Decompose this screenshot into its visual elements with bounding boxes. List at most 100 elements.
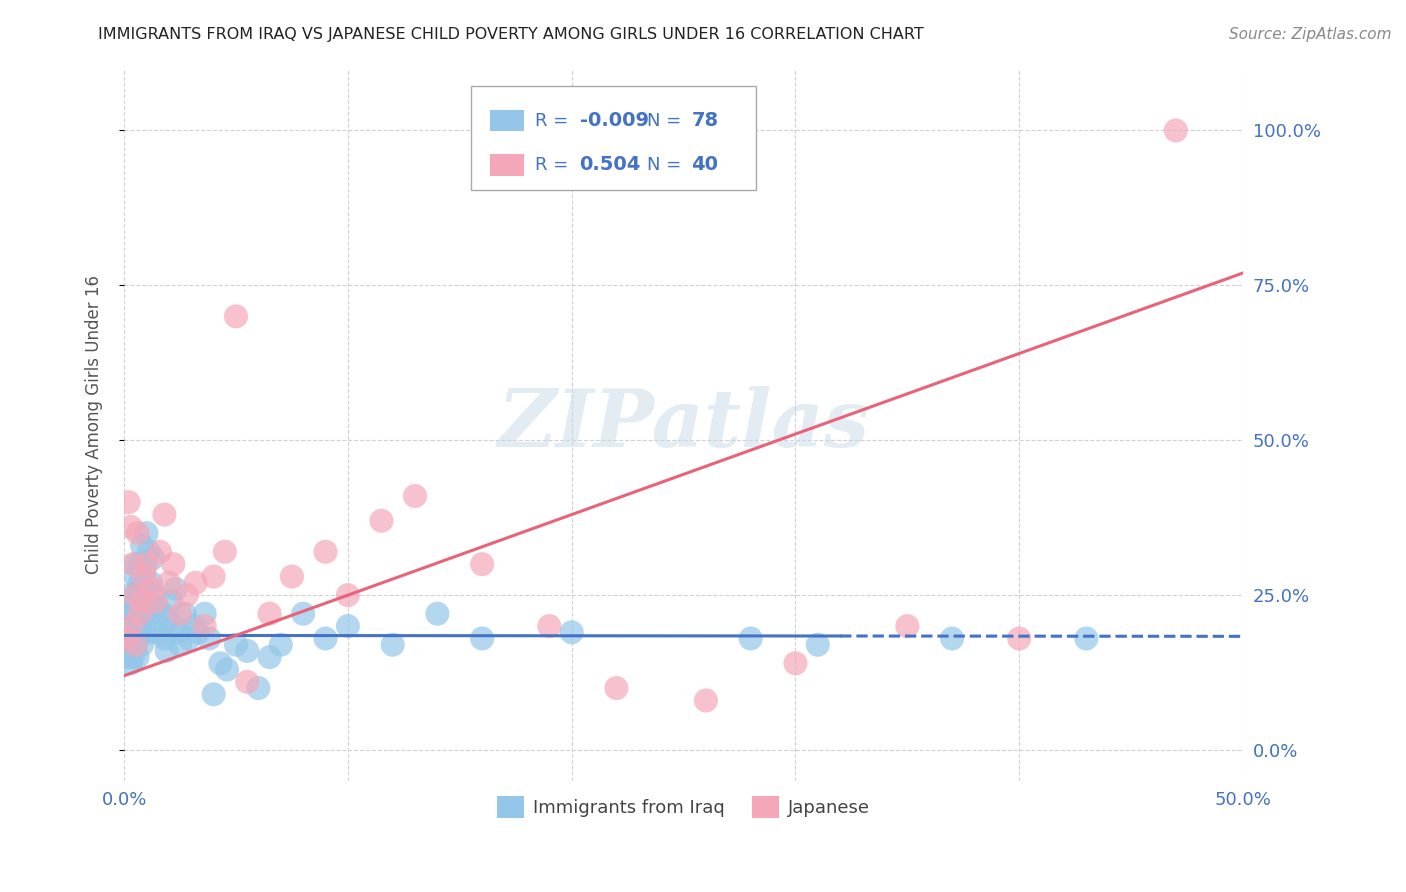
Point	[117, 495, 139, 509]
Point	[292, 607, 315, 621]
Text: ZIPatlas: ZIPatlas	[498, 386, 870, 464]
Point	[115, 632, 138, 646]
Point	[157, 613, 180, 627]
Point	[117, 638, 139, 652]
Point	[120, 588, 142, 602]
Text: R =: R =	[534, 112, 574, 129]
Point	[336, 619, 359, 633]
Point	[209, 657, 232, 671]
Point	[117, 607, 139, 621]
Point	[605, 681, 627, 695]
Point	[124, 588, 146, 602]
Point	[122, 650, 145, 665]
Point	[120, 619, 142, 633]
Text: 40: 40	[692, 155, 718, 175]
Point	[740, 632, 762, 646]
Point	[236, 644, 259, 658]
Point	[538, 619, 561, 633]
Point	[173, 607, 195, 621]
Point	[131, 582, 153, 596]
Point	[1076, 632, 1098, 646]
Point	[336, 588, 359, 602]
Point	[270, 638, 292, 652]
Point	[128, 575, 150, 590]
Point	[131, 594, 153, 608]
Point	[131, 638, 153, 652]
Point	[134, 619, 156, 633]
Text: R =: R =	[534, 156, 579, 174]
Point	[122, 625, 145, 640]
Point	[177, 632, 200, 646]
Point	[124, 557, 146, 571]
Point	[169, 638, 191, 652]
Point	[153, 632, 176, 646]
Point	[115, 644, 138, 658]
FancyBboxPatch shape	[491, 110, 523, 131]
Point	[127, 594, 149, 608]
Point	[166, 625, 188, 640]
Point	[127, 613, 149, 627]
Point	[124, 588, 146, 602]
Text: -0.009: -0.009	[579, 112, 648, 130]
Point	[135, 557, 157, 571]
Point	[169, 607, 191, 621]
Point	[117, 625, 139, 640]
Point	[128, 607, 150, 621]
Point	[785, 657, 807, 671]
Point	[315, 632, 337, 646]
Point	[149, 545, 172, 559]
Point	[124, 638, 146, 652]
Point	[122, 600, 145, 615]
Point	[146, 600, 169, 615]
Point	[202, 687, 225, 701]
Point	[214, 545, 236, 559]
Point	[370, 514, 392, 528]
Point	[215, 663, 238, 677]
Point	[183, 619, 205, 633]
Point	[127, 526, 149, 541]
Point	[120, 520, 142, 534]
Point	[149, 625, 172, 640]
Point	[184, 575, 207, 590]
Point	[115, 619, 138, 633]
Point	[156, 644, 179, 658]
Point	[1008, 632, 1031, 646]
Point	[561, 625, 583, 640]
Text: 0.504: 0.504	[579, 155, 641, 175]
Point	[695, 693, 717, 707]
Point	[115, 632, 138, 646]
Point	[194, 619, 217, 633]
Point	[176, 588, 198, 602]
Point	[471, 632, 494, 646]
Point	[896, 619, 918, 633]
Point	[281, 569, 304, 583]
Point	[122, 557, 145, 571]
Point	[145, 594, 167, 608]
Point	[153, 508, 176, 522]
Point	[135, 526, 157, 541]
Point	[117, 650, 139, 665]
Point	[134, 563, 156, 577]
FancyBboxPatch shape	[471, 87, 756, 190]
Point	[259, 607, 281, 621]
Point	[941, 632, 963, 646]
Point	[187, 625, 209, 640]
Point	[225, 310, 247, 324]
Point	[127, 650, 149, 665]
Point	[127, 632, 149, 646]
Point	[139, 575, 162, 590]
Point	[120, 613, 142, 627]
Point	[225, 638, 247, 652]
Point	[124, 607, 146, 621]
Point	[128, 625, 150, 640]
Point	[404, 489, 426, 503]
Point	[426, 607, 449, 621]
Point	[122, 619, 145, 633]
Point	[247, 681, 270, 695]
Text: N =: N =	[647, 112, 686, 129]
Point	[120, 644, 142, 658]
Point	[259, 650, 281, 665]
Point	[236, 674, 259, 689]
Point	[124, 569, 146, 583]
Point	[381, 638, 404, 652]
